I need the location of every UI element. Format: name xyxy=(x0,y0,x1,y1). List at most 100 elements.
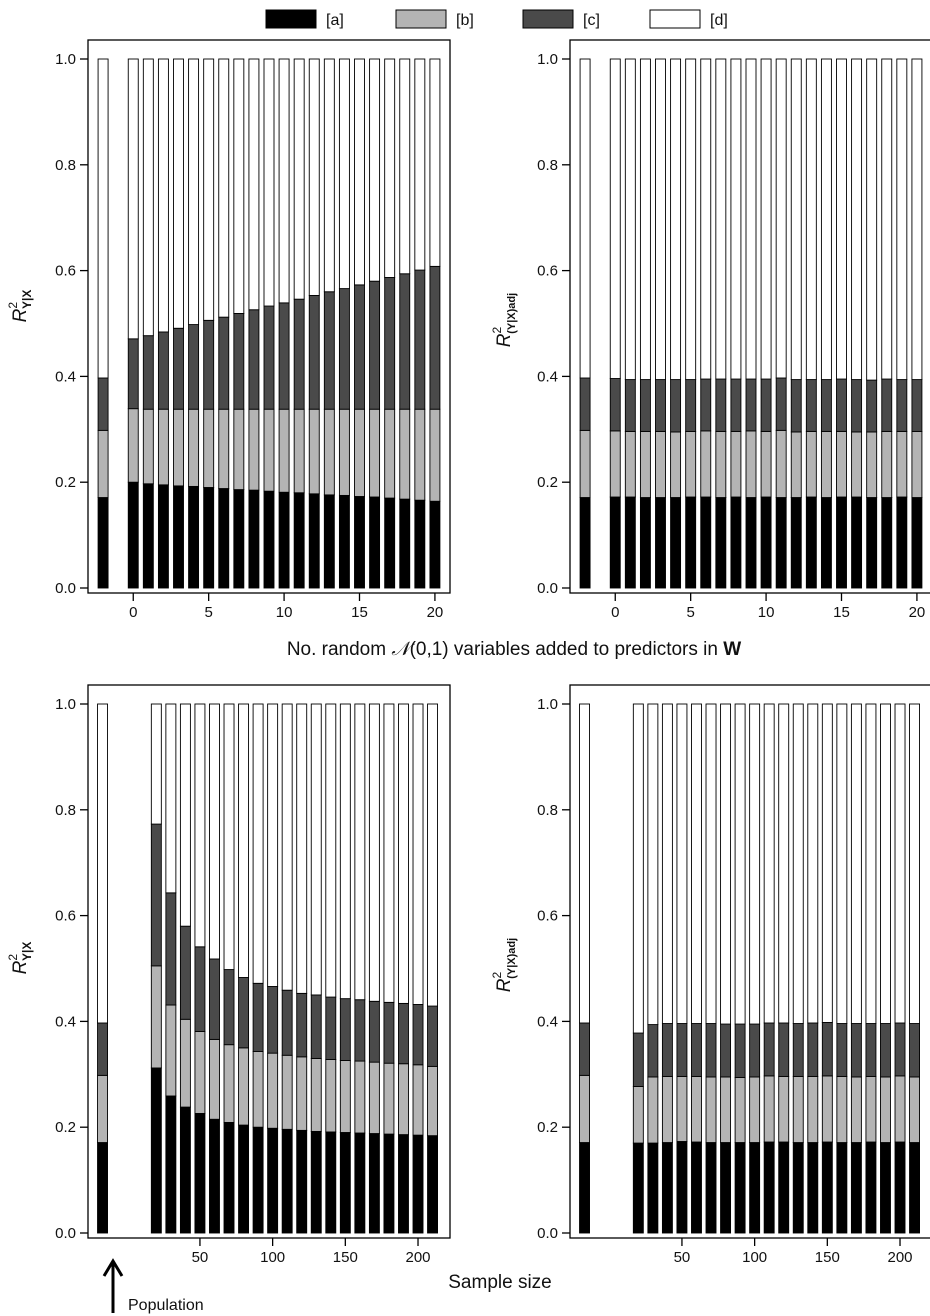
bar-segment-b xyxy=(252,1051,264,1128)
y-tick-label: 1.0 xyxy=(537,51,558,68)
bar-segment-b xyxy=(807,1075,819,1144)
y-tick-label: 0.0 xyxy=(55,1225,76,1242)
bar-segment-d xyxy=(368,703,380,1002)
y-axis: 0.0 0.2 0.4 0.6 0.8 1.0 xyxy=(55,51,88,597)
bar-segment-b xyxy=(909,1076,920,1143)
y-tick-label: 0.2 xyxy=(537,474,558,491)
y-tick-label: 0.4 xyxy=(537,368,558,385)
bar-segment-d xyxy=(157,58,169,333)
bar-segment-b xyxy=(338,408,350,496)
bar-segment-b xyxy=(734,1077,746,1143)
y-axis: 0.0 0.2 0.4 0.6 0.8 1.0 xyxy=(55,696,88,1242)
y-tick-label: 0.2 xyxy=(537,1119,558,1136)
bar-segment-a xyxy=(820,497,832,589)
bar-segment-c xyxy=(866,379,878,433)
bar-segment-d xyxy=(398,703,409,1004)
bar-segment-b xyxy=(399,408,411,500)
bar-segment-b xyxy=(851,431,863,498)
bar-segment-d xyxy=(267,703,279,987)
bar-segment-c xyxy=(705,1023,717,1078)
legend-swatch-c xyxy=(522,9,574,29)
bar-segment-c xyxy=(790,379,802,433)
bar-segment-b xyxy=(632,1086,644,1144)
bar-segment-a xyxy=(790,497,802,589)
bar-segment-a xyxy=(278,491,290,589)
bar-segment-a xyxy=(398,1134,409,1234)
bar-segment-c xyxy=(896,379,908,432)
bar-segment-c xyxy=(865,1023,877,1077)
bar-segment-b xyxy=(821,1075,833,1143)
bar-segment-d xyxy=(399,58,411,275)
bar-segment-b xyxy=(749,1076,761,1143)
bar-segment-c xyxy=(836,378,847,432)
bar-segment-a xyxy=(354,496,365,589)
bar-segment-d xyxy=(880,703,891,1024)
y-tick-label: 0.8 xyxy=(55,802,76,819)
bar-segment-c xyxy=(821,1022,833,1077)
bar-segment-a xyxy=(881,497,893,589)
bar-segment-d xyxy=(579,58,591,379)
x-tick-label: 20 xyxy=(427,604,444,621)
bar-segment-c xyxy=(778,1022,790,1077)
bar-segment-a xyxy=(896,496,908,589)
bar-segment-b xyxy=(745,430,757,498)
bar-segment-b xyxy=(792,1075,804,1144)
bar-segment-c xyxy=(763,1022,775,1077)
bar-segment-d xyxy=(624,58,636,381)
bar-segment-b xyxy=(150,965,162,1069)
y-tick-label: 0.6 xyxy=(537,908,558,925)
bar-segment-b xyxy=(267,1052,279,1129)
bar-segment-a xyxy=(775,497,787,589)
bar-segment-b xyxy=(685,430,697,498)
bar-segment-d xyxy=(909,703,920,1024)
bar-segment-a xyxy=(323,494,335,589)
bar-segment-a xyxy=(142,483,154,589)
bar-segment-b xyxy=(805,430,817,498)
bar-segment-a xyxy=(624,496,636,589)
bar-segment-a xyxy=(223,1121,235,1234)
bar-segment-c xyxy=(97,377,109,431)
bar-segment-a xyxy=(734,1142,746,1234)
bar-segment-d xyxy=(691,703,702,1024)
legend: [a] [b] [c] [d] xyxy=(265,9,728,29)
bars xyxy=(579,703,920,1234)
bar-segment-b xyxy=(281,1054,293,1130)
plot-frame xyxy=(569,684,930,1239)
bar-segment-a xyxy=(427,1135,438,1234)
bar-segment-b xyxy=(218,408,230,490)
bar-segment-c xyxy=(296,992,308,1058)
bar-segment-d xyxy=(836,703,848,1024)
bar-segment-a xyxy=(691,1141,702,1234)
bar-segment-d xyxy=(700,58,712,380)
bar-segment-c xyxy=(339,998,351,1061)
bar-segment-b xyxy=(308,408,320,495)
bar-segment-b xyxy=(354,1060,366,1134)
bar-segment-b xyxy=(97,429,109,498)
bar-segment-c xyxy=(248,309,260,410)
bar-segment-c xyxy=(142,335,154,410)
x-axis: 0 5 10 15 20 xyxy=(611,593,925,621)
bar-segment-d xyxy=(792,703,804,1024)
bar-segment-d xyxy=(685,58,697,381)
y-tick-label: 0.2 xyxy=(55,474,76,491)
bar-segment-c xyxy=(911,379,923,432)
bar-segment-b xyxy=(579,1074,590,1143)
bar-segment-b xyxy=(97,1074,108,1143)
bar-segment-b xyxy=(691,1075,702,1143)
bar-segment-d xyxy=(661,703,673,1024)
bar-segment-b xyxy=(194,1030,206,1114)
bar-segment-d xyxy=(142,58,154,337)
bar-segment-c xyxy=(173,327,184,410)
bar-segment-a xyxy=(338,494,350,589)
bar-segment-d xyxy=(165,703,177,894)
y-axis-label-bottom-left: R2Y|X xyxy=(6,942,34,975)
bar-segment-c xyxy=(368,1000,380,1063)
bar-segment-d xyxy=(263,58,275,307)
legend-label-c: [c] xyxy=(583,12,600,29)
bar-segment-d xyxy=(238,703,250,978)
bar-segment-d xyxy=(670,58,682,381)
legend-label-d: [d] xyxy=(710,12,728,29)
bar-segment-d xyxy=(705,703,717,1024)
bar-segment-a xyxy=(248,489,260,589)
bars xyxy=(579,58,923,589)
